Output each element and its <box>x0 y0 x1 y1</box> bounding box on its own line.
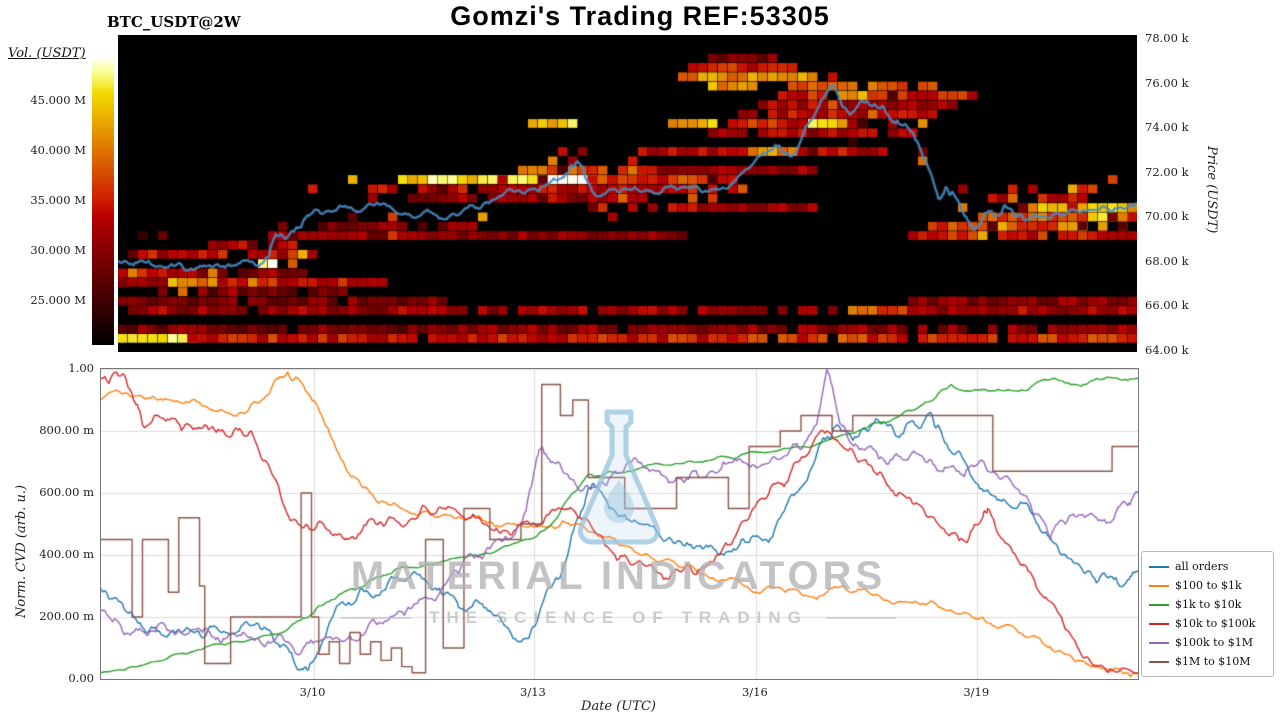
page-title: Gomzi's Trading REF:53305 <box>450 1 830 31</box>
legend-label: all orders <box>1175 560 1229 573</box>
legend-item: all orders <box>1149 557 1266 576</box>
cvd-y-tick: 0.00 <box>68 671 94 685</box>
legend-item: $10k to $100k <box>1149 614 1266 633</box>
legend-swatch <box>1149 641 1169 644</box>
colorbar-tick: 35.000 M <box>30 192 86 207</box>
legend-label: $100k to $1M <box>1175 636 1253 649</box>
date-tick: 3/10 <box>299 685 326 699</box>
price-tick: 66.00 k <box>1145 298 1189 313</box>
price-axis-title: Price (USDT) <box>1204 146 1219 234</box>
price-tick: 74.00 k <box>1145 120 1189 135</box>
cvd-y-tick: 1.00 <box>68 361 94 375</box>
legend-item: $100 to $1k <box>1149 576 1266 595</box>
colorbar-tick: 25.000 M <box>30 292 86 307</box>
legend-label: $1M to $10M <box>1175 655 1251 668</box>
date-tick: 3/13 <box>520 685 546 699</box>
date-tick: 3/19 <box>963 685 990 699</box>
legend-item: $1k to $10k <box>1149 595 1266 614</box>
legend-item: $1M to $10M <box>1149 652 1266 671</box>
date-tick: 3/16 <box>741 685 768 699</box>
price-tick: 64.00 k <box>1145 342 1189 357</box>
legend-label: $10k to $100k <box>1175 617 1256 630</box>
cvd-y-tick: 800.00 m <box>39 423 94 437</box>
legend-label: $100 to $1k <box>1175 579 1242 592</box>
cvd-y-tick: 200.00 m <box>39 609 94 623</box>
legend-swatch <box>1149 603 1169 606</box>
legend-swatch <box>1149 565 1169 568</box>
price-tick: 72.00 k <box>1145 164 1189 179</box>
cvd-y-tick: 600.00 m <box>39 485 94 499</box>
legend-swatch <box>1149 584 1169 587</box>
price-tick: 76.00 k <box>1145 75 1189 90</box>
price-tick: 68.00 k <box>1145 253 1189 268</box>
volume-colorbar <box>92 58 114 345</box>
colorbar-tick: 30.000 M <box>30 243 86 257</box>
cvd-panel <box>100 368 1139 680</box>
legend-label: $1k to $10k <box>1175 598 1242 611</box>
legend: all orders $100 to $1k $1k to $10k $10k to … <box>1141 551 1274 677</box>
colorbar-title: Vol. (USDT) <box>8 46 86 61</box>
cvd-y-tick: 400.00 m <box>39 547 94 561</box>
cvd-axis-title: Norm. CVD (arb. u.) <box>14 484 29 618</box>
price-tick: 78.00 k <box>1145 31 1189 46</box>
price-tick: 70.00 k <box>1145 209 1189 224</box>
liquidity-heatmap-panel <box>118 35 1137 352</box>
colorbar-tick: 45.000 M <box>30 92 86 107</box>
symbol-label: BTC_USDT@2W <box>107 13 241 31</box>
legend-swatch <box>1149 622 1169 625</box>
legend-item: $100k to $1M <box>1149 633 1266 652</box>
colorbar-tick: 40.000 M <box>30 142 86 157</box>
date-axis-title: Date (UTC) <box>581 699 656 714</box>
legend-swatch <box>1149 660 1169 663</box>
